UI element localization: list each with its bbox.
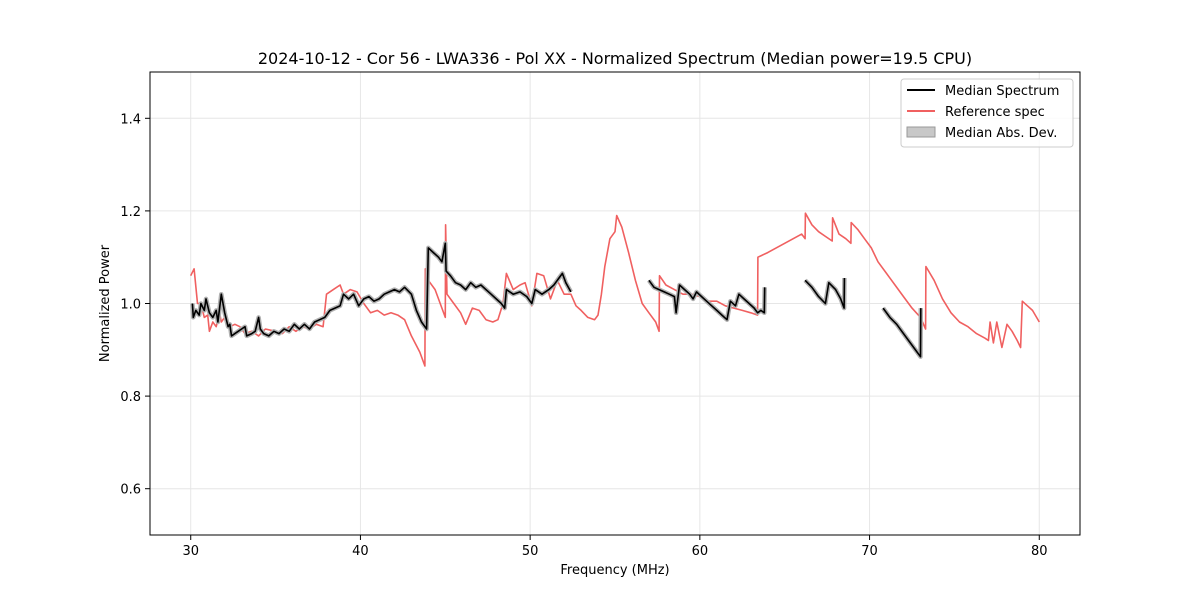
y-tick-label: 1.4 (120, 112, 141, 127)
legend-label-median: Median Spectrum (945, 84, 1059, 99)
legend-box (900, 78, 1074, 148)
y-tick-label: 0.6 (120, 483, 141, 498)
legend: Median Spectrum Reference spec Median Ab… (900, 78, 1074, 148)
x-tick-label: 30 (182, 544, 199, 559)
median-spectrum-line (191, 242, 572, 337)
x-tick-label: 70 (861, 544, 878, 559)
legend-swatch-mad (906, 126, 936, 138)
x-tick-label: 40 (352, 544, 369, 559)
x-tick-label: 80 (1031, 544, 1048, 559)
x-axis-label: Frequency (MHz) (560, 563, 669, 578)
y-axis-label: Normalized Power (98, 244, 113, 362)
x-tick-label: 50 (522, 544, 539, 559)
y-tick-label: 1.0 (120, 298, 141, 313)
y-tick-label: 1.2 (120, 205, 141, 220)
legend-label-reference: Reference spec (945, 105, 1045, 120)
legend-label-mad: Median Abs. Dev. (945, 126, 1057, 141)
x-tick-label: 60 (692, 544, 709, 559)
chart-title: 2024-10-12 - Cor 56 - LWA336 - Pol XX - … (258, 49, 972, 68)
tick-layer: 30 40 50 60 70 80 0.6 0.8 1.0 1.2 1.4 (120, 112, 1047, 559)
y-tick-label: 0.8 (120, 390, 141, 405)
median-spectrum-line (882, 307, 922, 358)
median-spectrum-line (804, 277, 846, 309)
median-spectrum-line (648, 279, 766, 321)
series-layer (189, 212, 1040, 367)
